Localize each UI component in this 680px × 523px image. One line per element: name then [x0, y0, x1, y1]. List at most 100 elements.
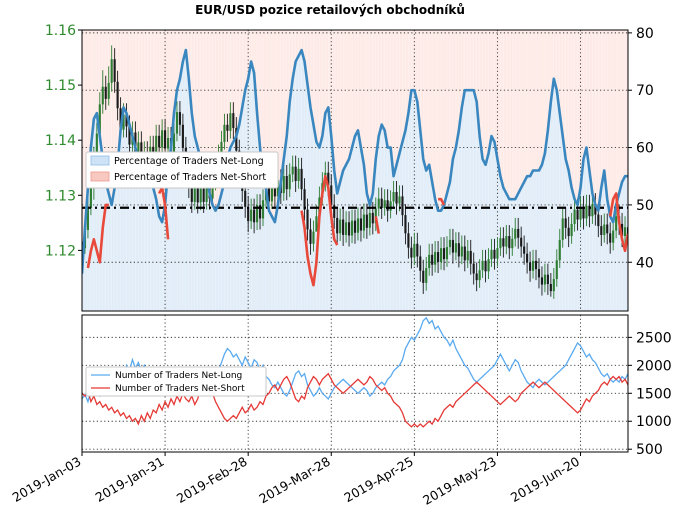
candle-body	[626, 227, 628, 235]
candle-body	[113, 59, 116, 82]
candle-body	[258, 205, 262, 219]
candle-body	[155, 135, 158, 161]
percent-tick-label: 80	[636, 26, 654, 42]
percentage-lines	[82, 48, 628, 287]
candle-body	[377, 198, 380, 209]
price-legend-box	[85, 151, 279, 189]
candle	[342, 208, 345, 246]
price-tick-label: 1.12	[45, 243, 76, 259]
candle	[478, 259, 481, 288]
candle	[546, 263, 549, 296]
candle-body	[582, 206, 585, 219]
candle-body	[315, 216, 318, 232]
candle	[463, 235, 466, 272]
candle-body	[481, 260, 484, 271]
candle	[353, 209, 357, 244]
candle-body	[339, 219, 342, 234]
candle	[585, 194, 588, 227]
candle-body	[247, 206, 250, 222]
candle-body	[226, 124, 229, 131]
candle-body	[362, 214, 365, 231]
candle-body	[508, 236, 511, 249]
percent-axis-right: 40 50 60 70 80	[628, 26, 654, 271]
candle	[229, 102, 232, 139]
candle	[380, 187, 383, 219]
candle-body	[431, 254, 434, 265]
candle	[232, 102, 235, 140]
candle	[448, 228, 452, 255]
candle-body	[89, 187, 92, 208]
candle	[410, 236, 413, 269]
candle	[549, 272, 552, 297]
candle-body	[270, 183, 273, 202]
candle-body	[529, 262, 532, 271]
count-axis-right: 500 1000 1500 2000 2500	[628, 330, 672, 458]
candle-body	[445, 247, 449, 260]
candle	[496, 237, 499, 267]
candle	[439, 237, 443, 270]
candle-body	[86, 207, 90, 231]
candle-body	[511, 238, 514, 249]
candle	[294, 155, 297, 192]
candle-body	[172, 133, 176, 156]
candle-body	[164, 130, 167, 149]
price-tick-label: 1.15	[45, 78, 76, 94]
candle-body	[404, 215, 407, 234]
candle	[425, 257, 428, 291]
candle-body	[359, 218, 363, 231]
candle	[419, 245, 422, 282]
candle-body	[558, 239, 561, 261]
candle-body	[306, 209, 309, 230]
price-panel-frame	[81, 29, 629, 312]
candle-body	[199, 188, 202, 203]
candle-body	[579, 206, 582, 220]
candle-body	[463, 246, 466, 261]
candle-body	[244, 190, 247, 207]
candle-body	[454, 243, 457, 253]
candle-body	[95, 133, 98, 164]
candle	[431, 243, 434, 276]
percent-tick-label: 70	[636, 83, 654, 99]
candle	[540, 266, 544, 296]
candle-body	[229, 113, 232, 131]
candle	[226, 113, 229, 142]
candle-body	[606, 224, 609, 234]
candle	[101, 70, 104, 114]
candle	[606, 213, 609, 245]
candle	[493, 238, 496, 270]
candle-body	[347, 222, 351, 236]
candle	[600, 215, 603, 246]
candle-body	[161, 130, 164, 148]
candle	[300, 157, 303, 201]
candle	[116, 70, 119, 121]
candle-body	[567, 227, 570, 237]
candle-body	[389, 201, 392, 211]
candle	[609, 222, 612, 254]
candle-body	[466, 250, 469, 261]
candle-body	[181, 124, 184, 148]
candle-body	[327, 172, 330, 186]
candle-body	[110, 59, 113, 83]
candle-body	[374, 208, 377, 224]
candle	[285, 164, 288, 201]
date-tick-label: 2019-Jan-03	[10, 454, 84, 505]
candle	[437, 241, 440, 273]
candle-body	[116, 81, 119, 109]
net-long-swatch	[90, 155, 110, 166]
percent-tick-label: 60	[636, 141, 654, 157]
candle	[365, 203, 368, 239]
candle-body	[303, 189, 306, 210]
candle	[416, 232, 419, 268]
candle	[386, 189, 389, 222]
candle-body	[460, 246, 463, 257]
candle	[401, 185, 404, 227]
candle-body	[356, 218, 360, 233]
candle	[161, 119, 164, 156]
candle-body	[128, 126, 131, 145]
candle-body	[570, 223, 573, 237]
net-long-count-legend-label: Number of Traders Net-Long	[115, 371, 242, 381]
candle-body	[395, 191, 398, 204]
candle	[570, 212, 573, 244]
count-tick-label: 1500	[636, 386, 672, 402]
net-long-fill-bar	[82, 273, 84, 311]
